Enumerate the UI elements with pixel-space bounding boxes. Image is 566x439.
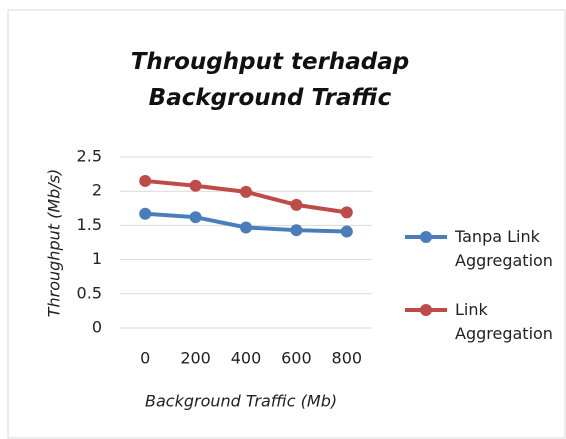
y-axis-label: Throughput (Mb/s) [45,169,64,318]
y-tick-label: 1 [92,249,102,268]
x-tick-label: 600 [281,349,312,368]
legend-label: Tanpa Link Aggregation [455,227,553,270]
y-tick-label: 0.5 [77,283,102,302]
data-point [290,224,303,237]
chart-frame [7,9,566,439]
x-tick-label: 0 [140,349,150,368]
data-point [340,225,353,238]
chart-title: Throughput terhadap Background Traffic [130,49,410,111]
legend-marker [420,231,432,243]
data-point [139,174,152,187]
data-point [340,206,353,219]
x-tick-label: 800 [332,349,363,368]
x-tick-label: 200 [180,349,211,368]
y-tick-label: 2.5 [77,147,102,166]
y-tick-label: 0 [92,318,102,337]
y-tick-label: 2 [92,181,102,200]
x-tick-label: 400 [231,349,262,368]
data-point [189,179,202,192]
data-point [240,185,252,198]
x-axis-label: Background Traffic (Mb) [145,392,337,411]
data-point [290,198,303,211]
data-point [240,221,252,234]
y-tick-label: 1.5 [77,215,102,234]
legend-label: Link Aggregation [455,300,553,343]
legend-marker [420,304,432,316]
data-point [139,207,152,220]
data-point [189,211,202,224]
